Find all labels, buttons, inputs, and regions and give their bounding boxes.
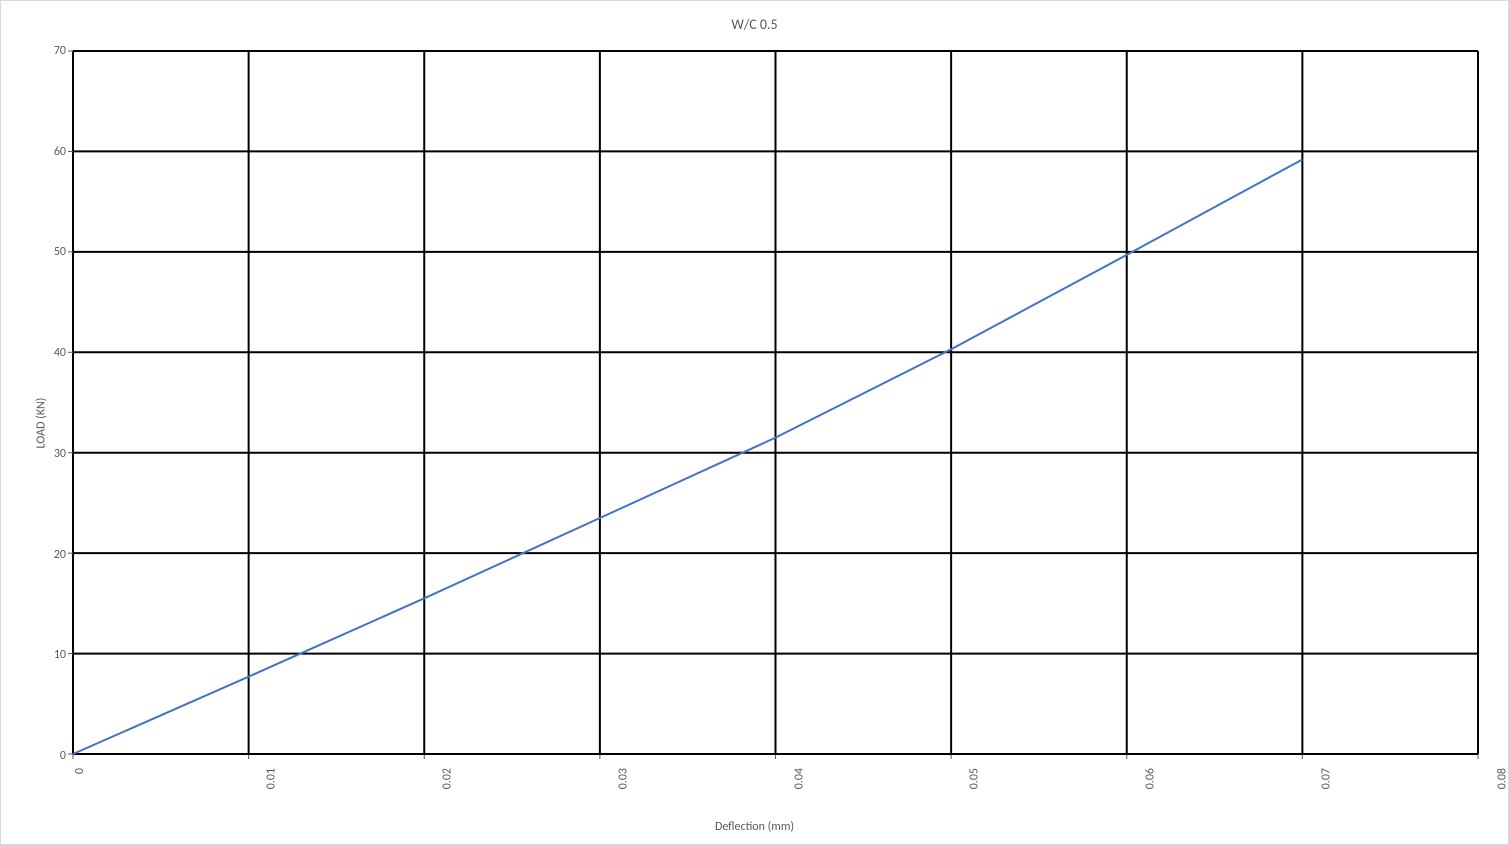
y-tick-label: 50 [26,245,66,259]
y-tick-label: 30 [26,447,66,461]
x-tick-label: 0.06 [1144,768,1158,789]
x-tick-label: 0.07 [1319,768,1333,789]
x-tick-label: 0 [73,768,87,774]
y-tick-label: 20 [26,548,66,562]
chart-container: W/C 0.5 LOAD (KN) Deflection (mm) 0 0.01 0… [0,0,1509,845]
y-tick-label: 0 [26,749,66,763]
y-tick-label: 70 [26,44,66,58]
x-tick-label: 0.03 [616,768,630,789]
x-axis-label: Deflection (mm) [1,820,1508,834]
plot-area [73,51,1478,754]
chart-svg [73,51,1478,754]
x-tick-label: 0.01 [264,768,278,789]
y-tick-label: 40 [26,346,66,360]
x-tick-label: 0.08 [1495,768,1509,789]
x-tick-label: 0.04 [792,768,806,789]
chart-title: W/C 0.5 [1,16,1508,33]
x-tick-label: 0.05 [968,768,982,789]
y-tick-label: 60 [26,145,66,159]
data-line [73,159,1302,754]
y-tick-label: 10 [26,648,66,662]
x-tick-label: 0.02 [440,768,454,789]
y-axis-label: LOAD (KN) [34,397,48,448]
